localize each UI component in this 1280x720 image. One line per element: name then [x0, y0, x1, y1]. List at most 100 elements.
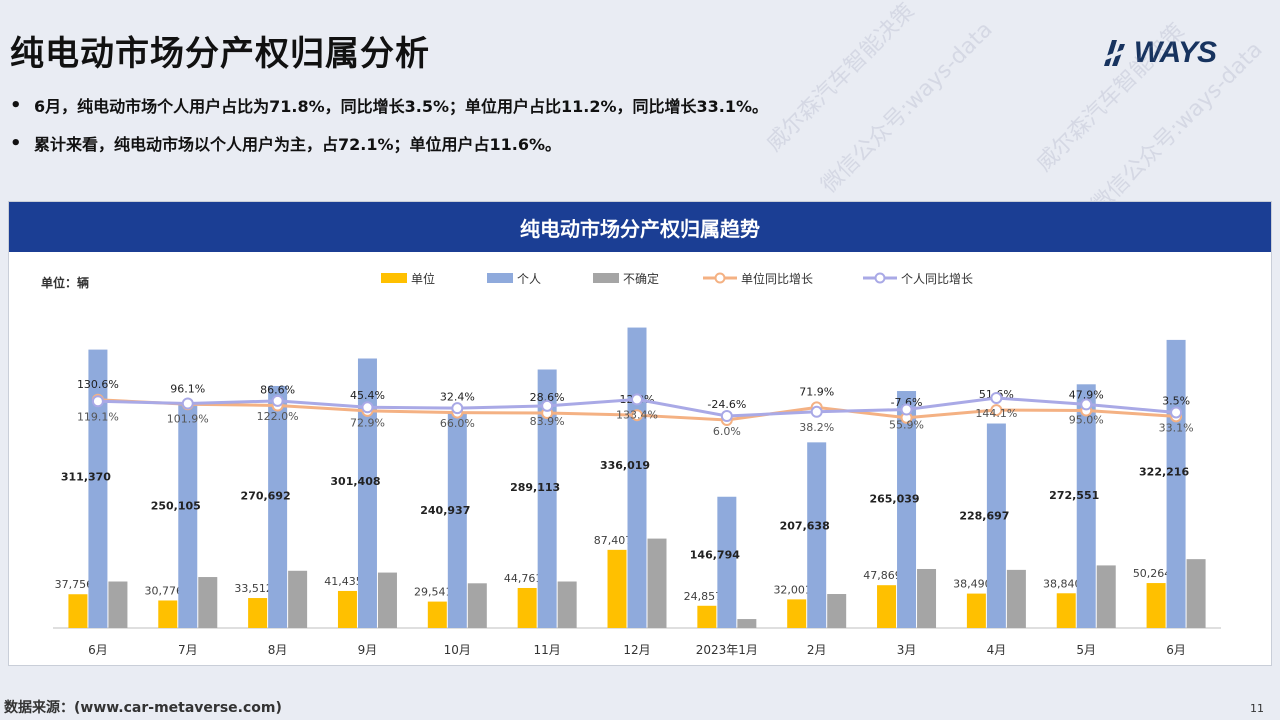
- bar-不确定: [288, 570, 308, 628]
- bar-data-label: 311,370: [61, 470, 111, 483]
- bar-data-label: 41,435: [324, 575, 363, 588]
- bar-单位: [1056, 593, 1076, 628]
- page-number: 11: [1250, 702, 1264, 715]
- x-tick-label: 12月: [623, 643, 650, 657]
- legend-swatch: [593, 273, 619, 283]
- logo-mark-icon: [1099, 40, 1128, 66]
- bar-data-label: 38,840: [1043, 577, 1082, 590]
- bar-data-label: 44,761: [504, 572, 543, 585]
- chart-area: 单位 个人 不确定 单位同比增长 个人同比增长 37,756 311,370 6月 30,776…: [53, 271, 1221, 657]
- legend-swatch: [487, 273, 513, 283]
- bullet-dot: •: [10, 132, 22, 154]
- bar-不确定: [737, 619, 757, 628]
- bullet-dot: •: [10, 94, 22, 116]
- x-tick-label: 11月: [534, 643, 561, 657]
- bar-data-label: 146,794: [690, 548, 740, 561]
- bar-不确定: [827, 594, 847, 628]
- line-point: [990, 392, 1003, 404]
- bar-单位: [607, 549, 627, 628]
- source-note: 数据来源：(www.car-metaverse.com): [4, 700, 282, 716]
- line-data-label: 45.4%: [350, 389, 385, 402]
- bar-个人: [268, 385, 288, 628]
- line-data-label: 96.1%: [170, 382, 205, 395]
- legend-label: 个人: [517, 272, 541, 286]
- page-title: 纯电动市场分产权归属分析: [10, 34, 430, 74]
- bar-个人: [178, 404, 198, 628]
- line-data-label: 86.6%: [260, 383, 295, 396]
- bullet-text: 6月，纯电动市场个人用户占比为71.8%，同比增长3.5%；单位用户占比11.2…: [34, 97, 769, 116]
- chart-header: 纯电动市场分产权归属趋势: [9, 202, 1271, 252]
- bar-data-label: 24,857: [684, 590, 723, 603]
- logo-text: WAYS: [1133, 36, 1217, 69]
- x-tick-label: 3月: [897, 643, 917, 657]
- line-data-label: 32.4%: [440, 391, 475, 404]
- line-point: [1080, 398, 1093, 411]
- legend-marker: [714, 272, 726, 284]
- bar-不确定: [917, 568, 937, 628]
- bar-个人: [627, 327, 647, 628]
- ways-logo: WAYS: [1099, 36, 1217, 70]
- bar-个人: [1166, 339, 1186, 628]
- line-point: [541, 399, 554, 412]
- line-data-label: 130.6%: [77, 378, 119, 391]
- line-data-label: 33.1%: [1159, 421, 1194, 434]
- line-point: [810, 405, 823, 418]
- bar-不确定: [1186, 559, 1206, 628]
- chart-panel: 纯电动市场分产权归属趋势 单位：辆 单位 个人 不确定 单位同比增长 个人同比增长 37,…: [8, 201, 1272, 666]
- legend-label: 个人同比增长: [901, 272, 973, 286]
- legend-marker: [874, 272, 886, 284]
- legend-label: 单位同比增长: [741, 271, 813, 286]
- x-tick-label: 7月: [178, 643, 198, 657]
- bar-data-label: 29,541: [414, 586, 453, 599]
- bar-data-label: 207,638: [780, 520, 830, 533]
- bar-data-label: 228,697: [959, 510, 1009, 523]
- bar-个人: [807, 442, 827, 628]
- x-tick-label: 8月: [268, 643, 288, 657]
- bar-不确定: [198, 577, 218, 628]
- bar-单位: [966, 593, 986, 628]
- line-data-label: 83.9%: [530, 415, 565, 428]
- line-point: [900, 403, 913, 416]
- line-data-label: 28.6%: [530, 391, 565, 404]
- x-tick-label: 4月: [987, 643, 1007, 657]
- unit-label: 单位：辆: [41, 276, 90, 290]
- bar-data-label: 322,216: [1139, 465, 1189, 478]
- bullet-item: • 6月，纯电动市场个人用户占比为71.8%，同比增长3.5%；单位用户占比11…: [10, 94, 769, 117]
- legend-label: 单位: [411, 271, 435, 286]
- x-tick-label: 2月: [807, 643, 827, 657]
- bar-data-label: 250,105: [151, 499, 201, 512]
- bullet-list: • 6月，纯电动市场个人用户占比为71.8%，同比增长3.5%；单位用户占比11…: [10, 94, 768, 170]
- line-data-label: 3.5%: [1162, 394, 1190, 407]
- bar-不确定: [557, 581, 577, 628]
- line-data-label: 101.9%: [167, 413, 209, 426]
- bar-不确定: [1006, 569, 1026, 628]
- bar-data-label: 50,264: [1133, 567, 1172, 580]
- bar-个人: [537, 369, 557, 628]
- watermark: 微信公众号:ways-data: [816, 17, 998, 199]
- bar-不确定: [108, 581, 128, 628]
- legend-label: 不确定: [623, 271, 659, 286]
- bullet-text: 累计来看，纯电动市场以个人用户为主，占72.1%；单位用户占11.6%。: [34, 135, 562, 154]
- x-tick-label: 6月: [1166, 643, 1186, 657]
- bar-个人: [1076, 384, 1096, 628]
- line-data-label: 47.9%: [1069, 389, 1104, 402]
- line-point: [631, 393, 643, 406]
- line-point: [361, 401, 374, 414]
- line-data-label: 144.1%: [975, 407, 1017, 420]
- x-tick-label: 5月: [1076, 643, 1096, 657]
- line-point: [451, 402, 464, 415]
- line-data-label: 55.9%: [889, 419, 924, 432]
- bar-data-label: 301,408: [330, 475, 380, 488]
- x-tick-label: 10月: [444, 643, 471, 657]
- bar-data-label: 289,113: [510, 481, 560, 494]
- bar-个人: [897, 391, 917, 628]
- bar-不确定: [377, 572, 397, 628]
- line-point: [271, 394, 284, 407]
- bar-个人: [717, 496, 737, 628]
- bar-data-label: 37,756: [55, 578, 94, 591]
- bar-单位: [337, 590, 357, 628]
- bar-data-label: 87,407: [594, 534, 633, 547]
- bar-单位: [427, 601, 447, 628]
- bar-单位: [248, 598, 268, 628]
- line-point: [990, 404, 1003, 417]
